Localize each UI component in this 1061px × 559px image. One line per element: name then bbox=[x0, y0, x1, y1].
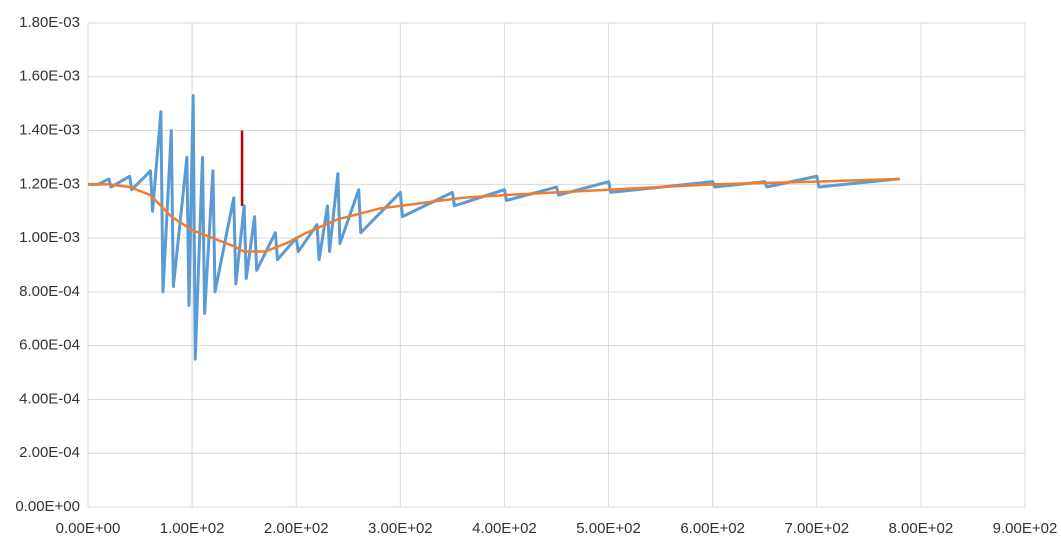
x-tick-label: 3.00E+02 bbox=[368, 520, 433, 537]
x-tick-label: 5.00E+02 bbox=[576, 520, 641, 537]
x-tick-label: 7.00E+02 bbox=[784, 520, 849, 537]
data-line bbox=[88, 177, 901, 253]
y-tick-label: 1.80E-03 bbox=[19, 14, 80, 31]
y-tick-label: 4.00E-04 bbox=[19, 390, 80, 407]
y-tick-label: 2.00E-04 bbox=[19, 444, 80, 461]
x-tick-label: 8.00E+02 bbox=[889, 520, 954, 537]
y-tick-label: 6.00E-04 bbox=[19, 337, 80, 354]
y-tick-label: 0.00E+00 bbox=[15, 498, 80, 515]
x-tick-label: 9.00E+02 bbox=[993, 520, 1058, 537]
x-tick-label: 2.00E+02 bbox=[264, 520, 329, 537]
y-tick-label: 1.00E-03 bbox=[19, 229, 80, 246]
x-tick-label: 0.00E+00 bbox=[56, 520, 121, 537]
x-tick-label: 1.00E+02 bbox=[160, 520, 225, 537]
x-tick-label: 4.00E+02 bbox=[472, 520, 537, 537]
y-tick-label: 1.40E-03 bbox=[19, 122, 80, 139]
x-tick-label: 6.00E+02 bbox=[680, 520, 745, 537]
y-tick-label: 8.00E-04 bbox=[19, 283, 80, 300]
data-line bbox=[88, 94, 899, 361]
y-tick-label: 1.20E-03 bbox=[19, 175, 80, 192]
y-tick-label: 1.60E-03 bbox=[19, 68, 80, 85]
